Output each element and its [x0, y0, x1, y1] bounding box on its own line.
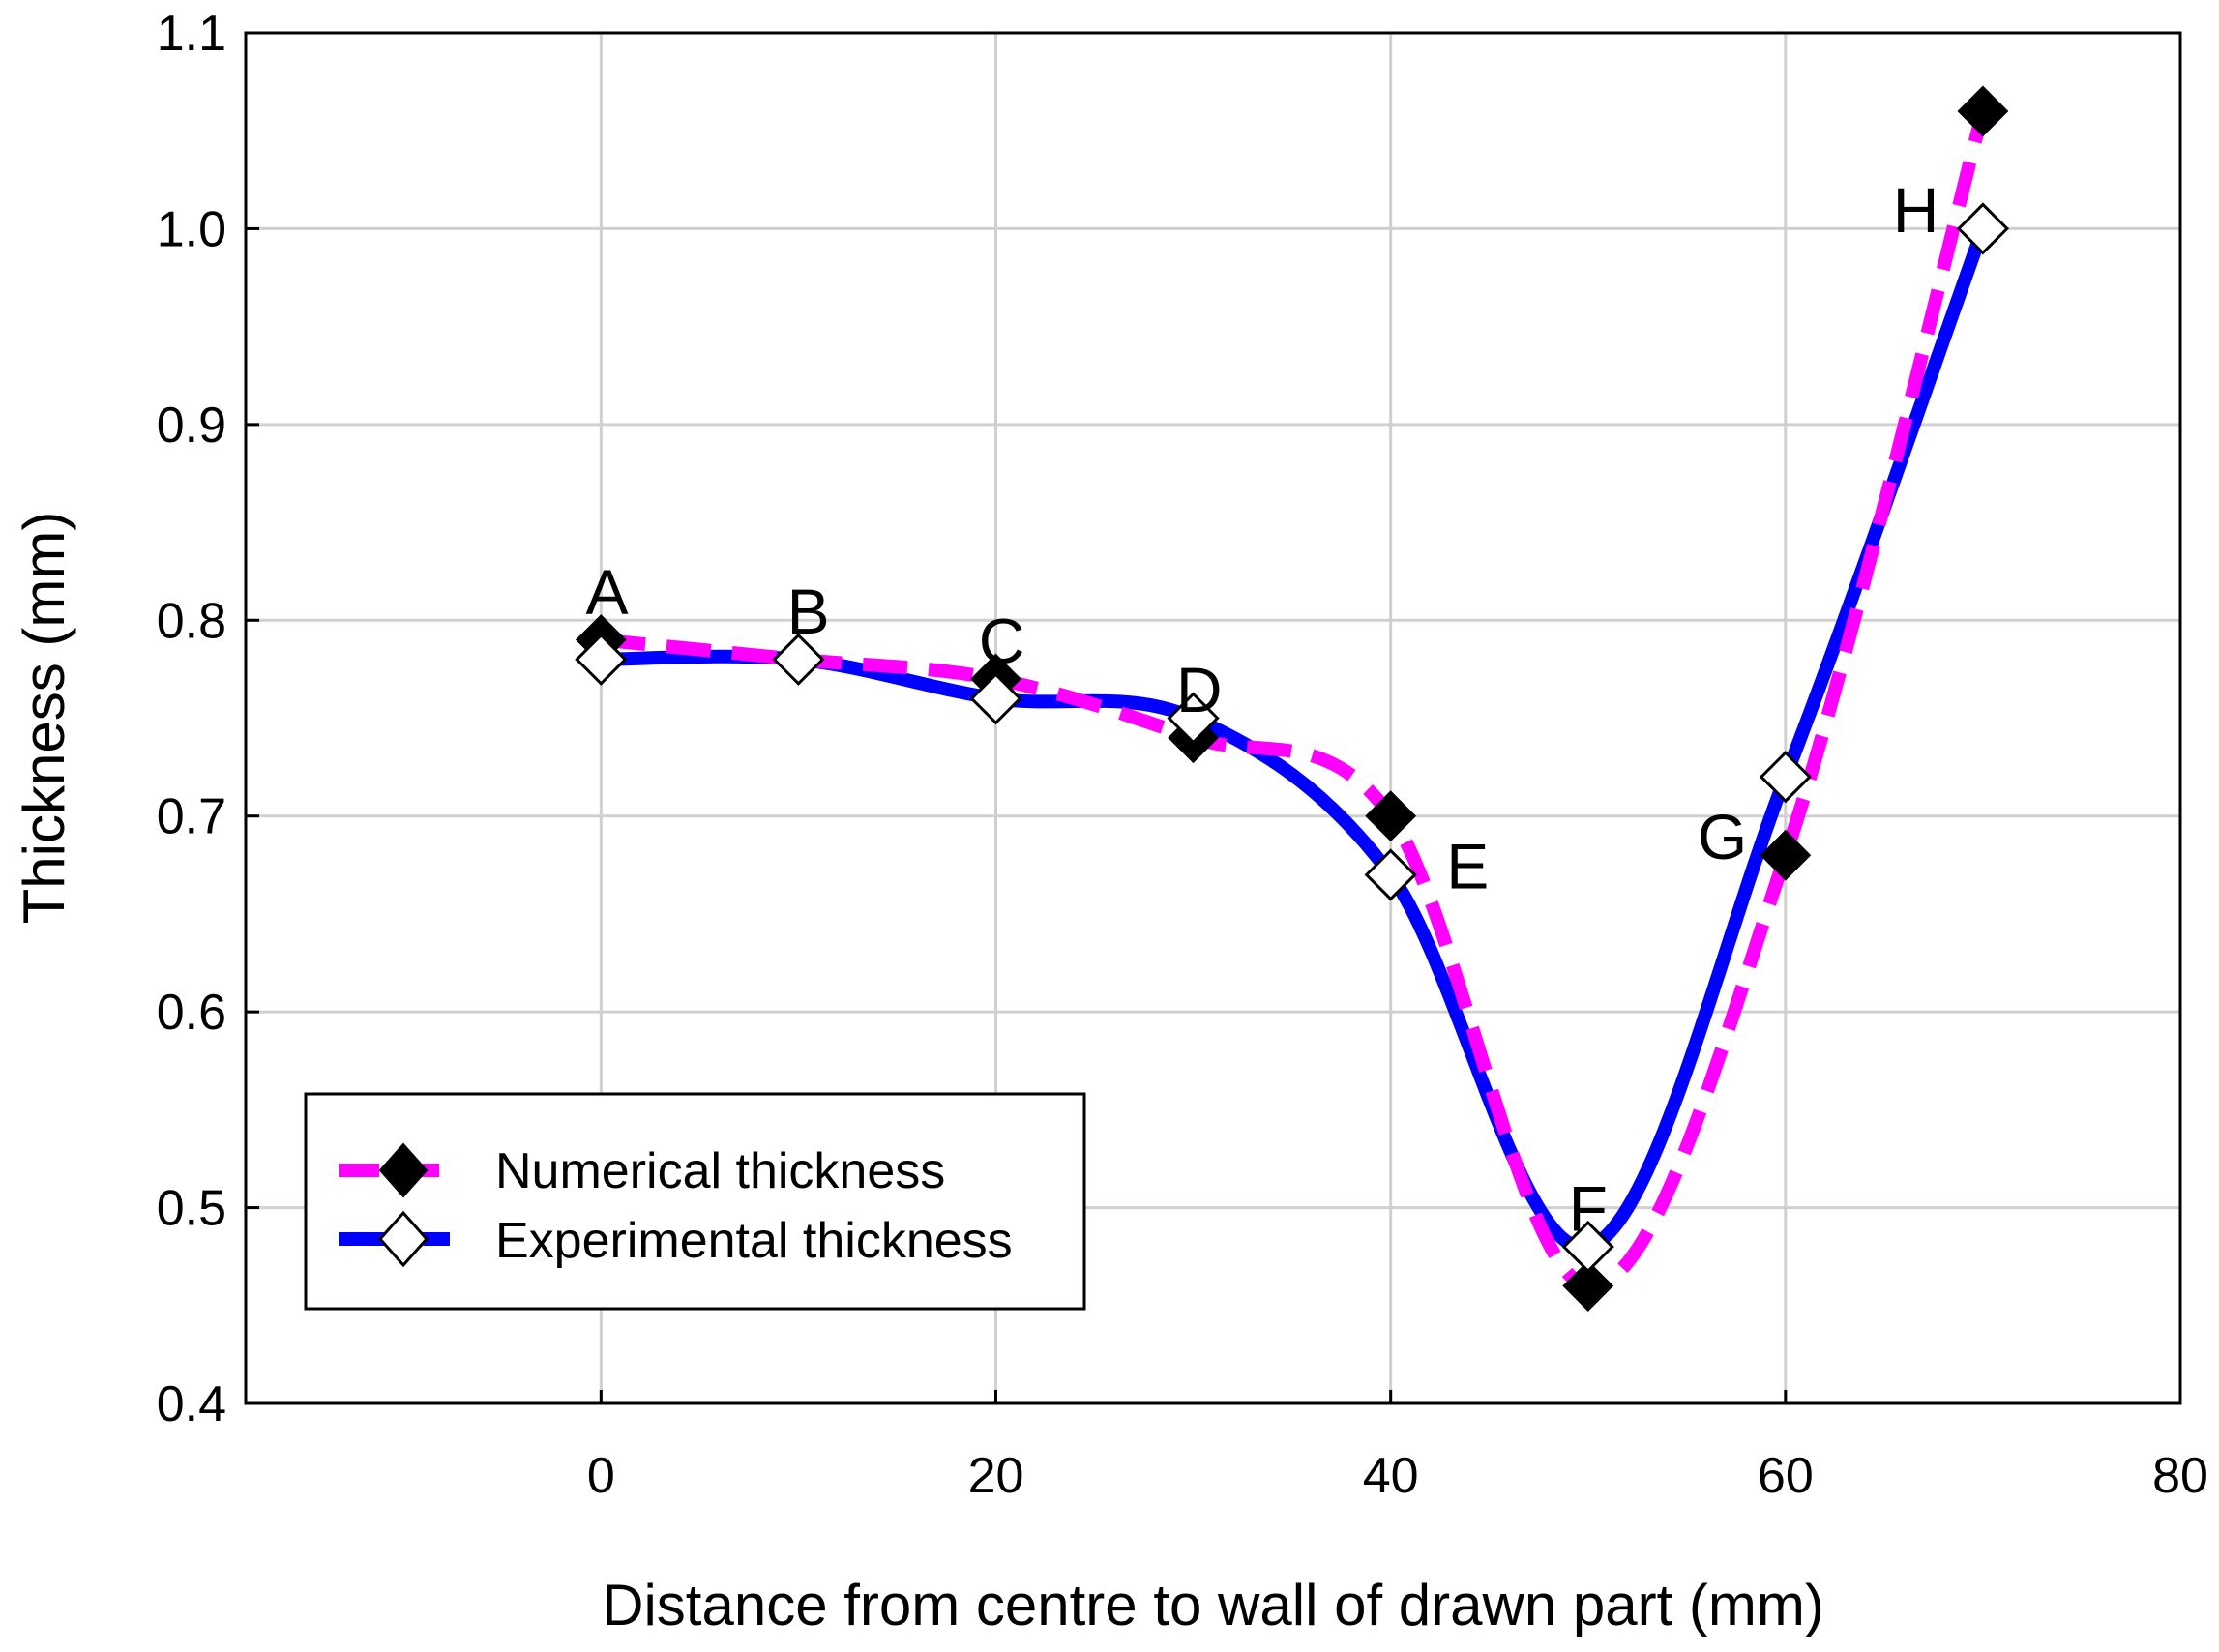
series-lines — [600, 109, 1990, 1293]
annotation-H: H — [1893, 174, 1939, 246]
series-line-experimental — [601, 226, 1990, 1254]
y-tick-label: 1.0 — [157, 201, 226, 257]
marker-experimental-70 — [1956, 202, 2010, 255]
x-tick-label: 80 — [2152, 1448, 2208, 1504]
x-axis-title: Distance from centre to wall of drawn pa… — [602, 1573, 1824, 1637]
y-tick-label: 0.4 — [157, 1376, 226, 1432]
annotation-A: A — [585, 556, 628, 628]
point-annotations: A B C D E F G H — [585, 174, 1938, 1244]
series-line-numerical — [600, 109, 1990, 1293]
legend-marker-experimental — [377, 1210, 429, 1268]
annotation-E: E — [1446, 830, 1489, 901]
marker-numerical-40 — [1365, 790, 1417, 842]
annotation-G: G — [1698, 801, 1747, 872]
x-tick-label: 20 — [968, 1448, 1024, 1504]
annotation-B: B — [787, 575, 830, 647]
marker-numerical-70 — [1957, 85, 2009, 137]
y-tick-labels: 0.4 0.5 0.6 0.7 0.8 0.9 1.0 1.1 — [157, 6, 259, 1432]
x-tick-label: 40 — [1363, 1448, 1419, 1504]
y-tick-label: 0.9 — [157, 398, 226, 454]
y-tick-label: 0.7 — [157, 789, 226, 845]
legend-box — [304, 1092, 1086, 1311]
marker-numerical-50 — [1562, 1260, 1614, 1312]
annotation-D: D — [1176, 654, 1223, 725]
legend: Numerical thickness Experimental thickne… — [304, 1092, 1086, 1311]
plot-frame — [244, 31, 2182, 1405]
legend-marker-numerical — [378, 1142, 429, 1198]
x-tick-labels: 0 20 40 60 80 — [587, 1390, 2208, 1504]
series-markers — [575, 85, 2010, 1312]
marker-experimental-50 — [1561, 1220, 1614, 1274]
y-tick-label: 0.6 — [157, 985, 226, 1041]
y-tick-label: 0.8 — [157, 593, 226, 649]
legend-label-numerical: Numerical thickness — [495, 1143, 945, 1199]
marker-experimental-40 — [1364, 848, 1417, 901]
marker-experimental-10 — [772, 633, 825, 686]
x-tick-label: 0 — [587, 1448, 615, 1504]
annotation-F: F — [1569, 1173, 1608, 1245]
marker-numerical-60 — [1760, 829, 1812, 881]
marker-experimental-60 — [1759, 751, 1812, 804]
marker-experimental-0 — [575, 633, 628, 686]
y-tick-label: 0.5 — [157, 1181, 226, 1237]
marker-experimental-30 — [1167, 692, 1220, 745]
annotation-C: C — [979, 605, 1025, 677]
y-tick-label: 1.1 — [157, 6, 226, 62]
marker-experimental-20 — [969, 672, 1022, 725]
legend-label-experimental: Experimental thickness — [495, 1213, 1013, 1269]
y-axis-title: Thickness (mm) — [12, 512, 76, 925]
x-tick-label: 60 — [1758, 1448, 1814, 1504]
